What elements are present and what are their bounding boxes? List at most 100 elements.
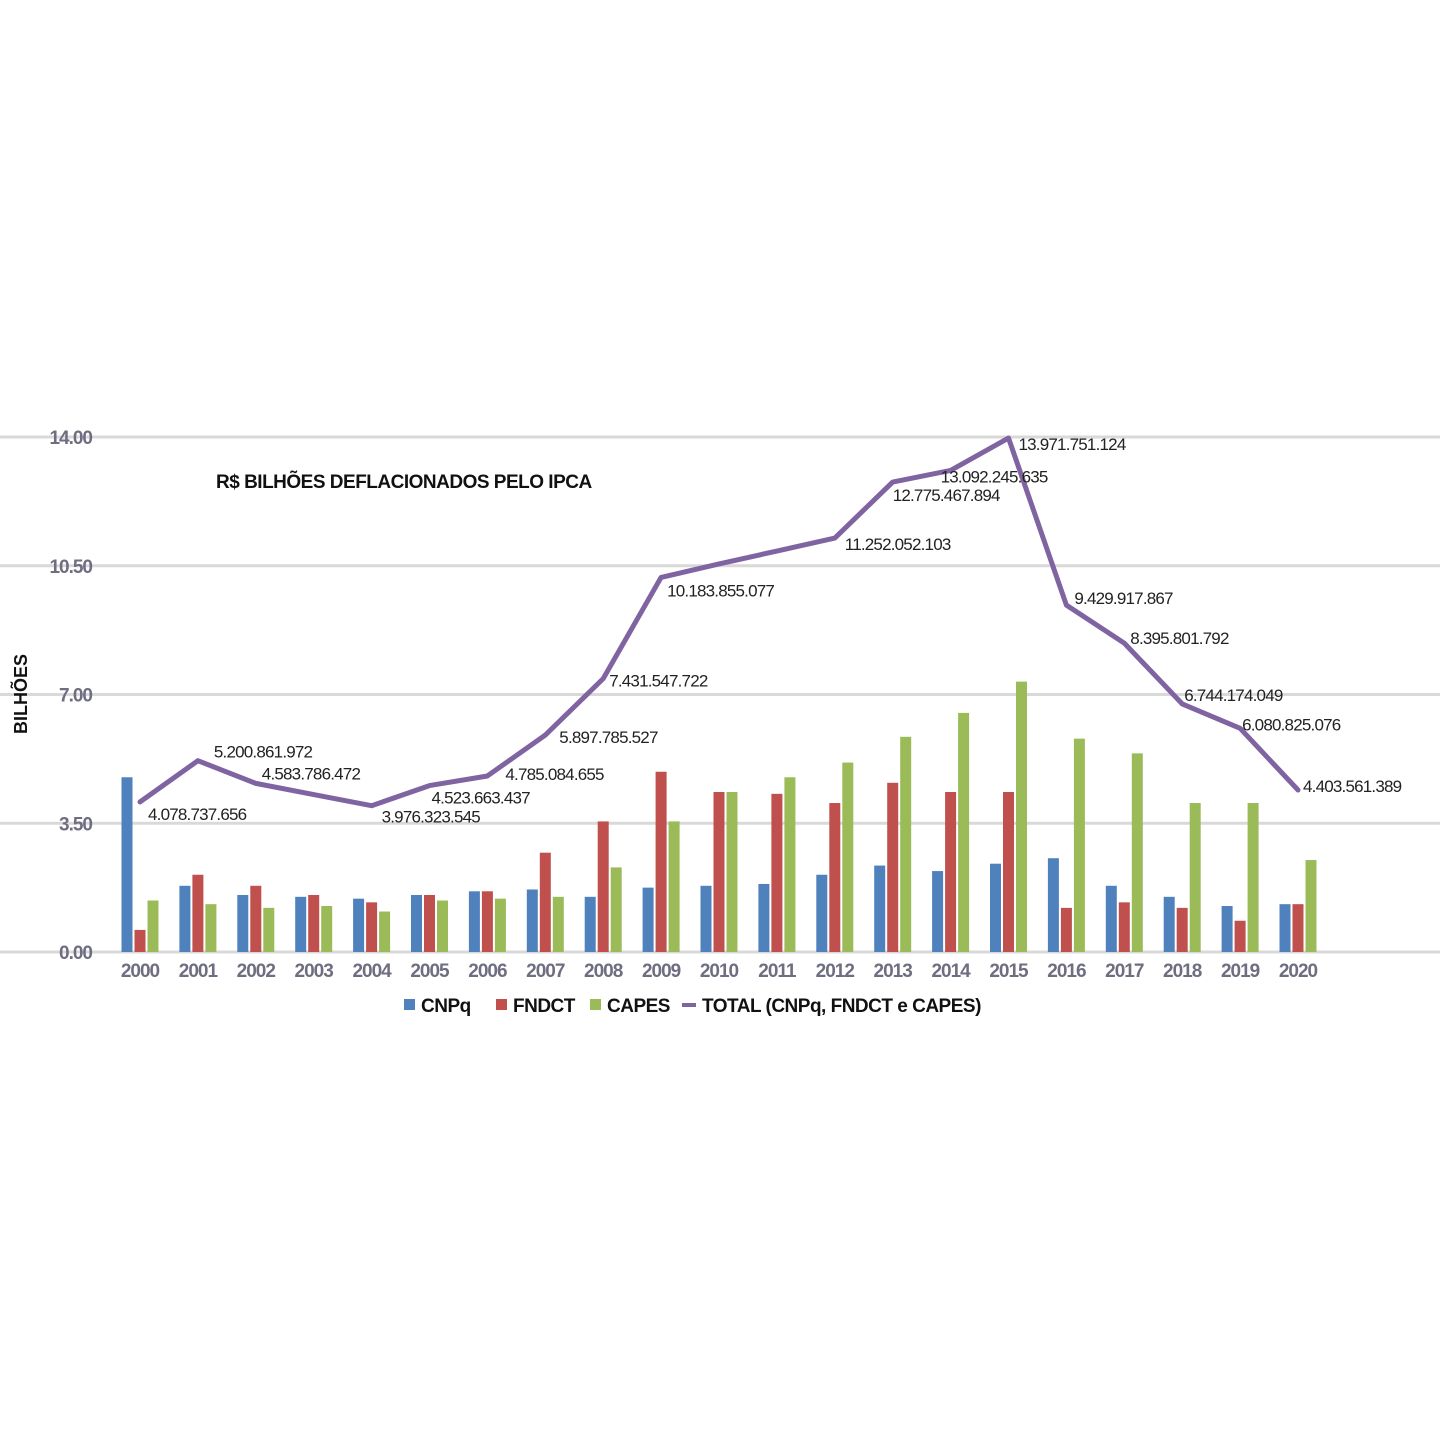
bar-cnpq bbox=[295, 896, 307, 952]
x-tick-label: 2010 bbox=[700, 961, 739, 982]
chart-title: R$ BILHÕES DEFLACIONADOS PELO IPCA bbox=[216, 471, 592, 493]
bar-fndct bbox=[366, 902, 378, 952]
x-tick-label: 2007 bbox=[526, 961, 565, 982]
data-label: 4.403.561.389 bbox=[1303, 777, 1402, 796]
bar-cnpq bbox=[816, 874, 828, 952]
bar-fndct bbox=[1234, 920, 1246, 952]
bar-capes bbox=[842, 762, 854, 952]
bar-cnpq bbox=[468, 891, 480, 952]
total-line bbox=[137, 435, 1301, 809]
x-tick-label: 2012 bbox=[816, 961, 855, 982]
bar-capes bbox=[900, 736, 912, 952]
bar-cnpq bbox=[932, 871, 944, 952]
data-label: 12.775.467.894 bbox=[893, 486, 1000, 505]
legend-label: CNPq bbox=[421, 996, 471, 1017]
bar-capes bbox=[1073, 738, 1085, 952]
x-tick-label: 2019 bbox=[1221, 961, 1260, 982]
legend-swatch bbox=[590, 999, 601, 1010]
x-tick-label: 2015 bbox=[989, 961, 1029, 982]
y-tick-label: 7.00 bbox=[59, 686, 92, 707]
bar-capes bbox=[321, 906, 333, 952]
x-tick-label: 2020 bbox=[1279, 961, 1318, 982]
bar-capes bbox=[1131, 753, 1143, 952]
bar-cnpq bbox=[990, 863, 1001, 952]
data-label: 8.395.801.792 bbox=[1130, 629, 1229, 648]
bar-fndct bbox=[424, 894, 435, 952]
bar-cnpq bbox=[237, 894, 249, 952]
data-label: 4.785.084.655 bbox=[505, 765, 604, 784]
total-series-line bbox=[137, 435, 1301, 809]
bar-cnpq bbox=[353, 898, 365, 952]
bars bbox=[121, 681, 1317, 952]
y-tick-label: 10.50 bbox=[49, 557, 92, 578]
bar-fndct bbox=[713, 791, 725, 952]
bar-fndct bbox=[539, 852, 551, 952]
bar-capes bbox=[1016, 681, 1027, 952]
bar-fndct bbox=[829, 803, 841, 952]
x-tick-label: 2014 bbox=[931, 961, 971, 982]
bar-cnpq bbox=[1163, 896, 1175, 952]
bar-cnpq bbox=[642, 887, 654, 952]
legend-item: CNPq bbox=[404, 996, 471, 1017]
x-axis-ticks: 2000 2001 2002 2003 2004 2005 2006 2007 2008 2009… bbox=[121, 961, 1319, 982]
bar-fndct bbox=[192, 874, 204, 952]
bar-fndct bbox=[1118, 902, 1130, 952]
bar-capes bbox=[784, 777, 796, 952]
bar-cnpq bbox=[584, 896, 596, 952]
x-tick-label: 2003 bbox=[295, 961, 334, 982]
bar-fndct bbox=[771, 793, 783, 952]
y-tick-label: 3.50 bbox=[59, 814, 92, 835]
y-axis-label: BILHÕES bbox=[10, 654, 31, 734]
bar-capes bbox=[958, 712, 970, 952]
x-tick-label: 2016 bbox=[1047, 961, 1086, 982]
bar-capes bbox=[1305, 860, 1317, 952]
bar-capes bbox=[147, 900, 159, 952]
legend-item: CAPES bbox=[590, 996, 670, 1017]
bar-capes bbox=[205, 904, 217, 952]
x-tick-label: 2008 bbox=[584, 961, 623, 982]
y-tick-label: 0.00 bbox=[59, 943, 92, 964]
bar-fndct bbox=[250, 885, 262, 952]
bar-capes bbox=[726, 791, 738, 952]
bar-fndct bbox=[1060, 907, 1072, 952]
bar-cnpq bbox=[526, 889, 538, 952]
data-labels: 4.078.737.656 5.200.861.972 4.583.786.472 3… bbox=[148, 435, 1402, 827]
bar-cnpq bbox=[758, 883, 770, 952]
bar-fndct bbox=[597, 821, 609, 952]
bar-capes bbox=[263, 907, 275, 952]
bar-fndct bbox=[481, 891, 493, 952]
bar-cnpq bbox=[121, 777, 133, 952]
x-tick-label: 2000 bbox=[121, 961, 160, 982]
bar-capes bbox=[437, 900, 448, 952]
bar-capes bbox=[494, 898, 506, 952]
data-label: 6.744.174.049 bbox=[1184, 686, 1283, 705]
bar-capes bbox=[552, 896, 564, 952]
bar-capes bbox=[1247, 803, 1259, 952]
y-axis-ticks: 0.00 3.50 7.00 10.50 14.00 bbox=[49, 428, 93, 964]
bar-cnpq bbox=[700, 885, 712, 952]
x-tick-label: 2017 bbox=[1105, 961, 1144, 982]
bar-cnpq bbox=[1105, 885, 1117, 952]
bar-capes bbox=[668, 821, 680, 952]
bar-capes bbox=[1189, 803, 1201, 952]
bar-cnpq bbox=[179, 885, 191, 952]
data-label: 4.523.663.437 bbox=[432, 789, 531, 808]
legend-item: FNDCT bbox=[496, 996, 576, 1017]
data-label: 10.183.855.077 bbox=[667, 581, 774, 600]
x-tick-label: 2013 bbox=[874, 961, 913, 982]
data-label: 5.897.785.527 bbox=[559, 728, 658, 747]
legend-label: FNDCT bbox=[513, 996, 576, 1017]
bar-cnpq bbox=[411, 894, 422, 952]
legend-label: TOTAL (CNPq, FNDCT e CAPES) bbox=[702, 996, 981, 1017]
bar-cnpq bbox=[874, 865, 886, 952]
bar-fndct bbox=[1292, 904, 1304, 952]
legend-label: CAPES bbox=[607, 996, 670, 1017]
bar-cnpq bbox=[1047, 858, 1059, 952]
bar-fndct bbox=[945, 791, 957, 952]
x-tick-label: 2006 bbox=[468, 961, 507, 982]
data-label: 13.092.245.635 bbox=[941, 467, 1048, 486]
data-label: 4.583.786.472 bbox=[262, 764, 361, 783]
bar-cnpq bbox=[1221, 906, 1233, 952]
data-label: 11.252.052.103 bbox=[845, 535, 951, 554]
